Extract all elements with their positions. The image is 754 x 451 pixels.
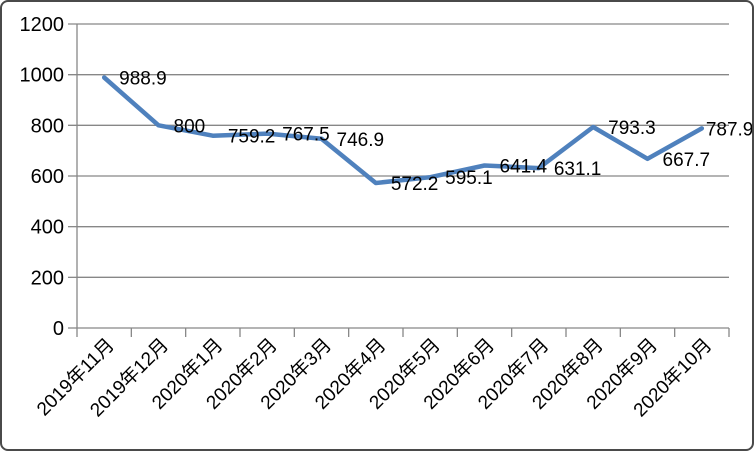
data-series-line [101, 75, 705, 186]
data-label: 746.9 [337, 130, 385, 151]
data-label: 787.9 [706, 119, 752, 140]
y-tick-label: 1000 [20, 65, 65, 87]
data-label: 800 [174, 116, 206, 137]
data-label: 572.2 [391, 174, 439, 195]
y-tick-label: 0 [53, 318, 64, 340]
data-label: 595.1 [445, 168, 493, 189]
data-label: 759.2 [228, 127, 276, 148]
y-tick-label: 200 [31, 267, 64, 289]
data-label: 988.9 [119, 68, 167, 89]
y-tick-label: 800 [31, 115, 64, 137]
y-tick-label: 400 [31, 217, 64, 239]
data-label: 641.4 [500, 157, 548, 178]
y-tick-label: 1200 [20, 14, 65, 36]
y-tick-label: 600 [31, 166, 64, 188]
data-label: 667.7 [663, 150, 711, 171]
data-label: 793.3 [608, 118, 656, 139]
data-label: 767.5 [282, 125, 330, 146]
data-label: 631.1 [554, 159, 602, 180]
